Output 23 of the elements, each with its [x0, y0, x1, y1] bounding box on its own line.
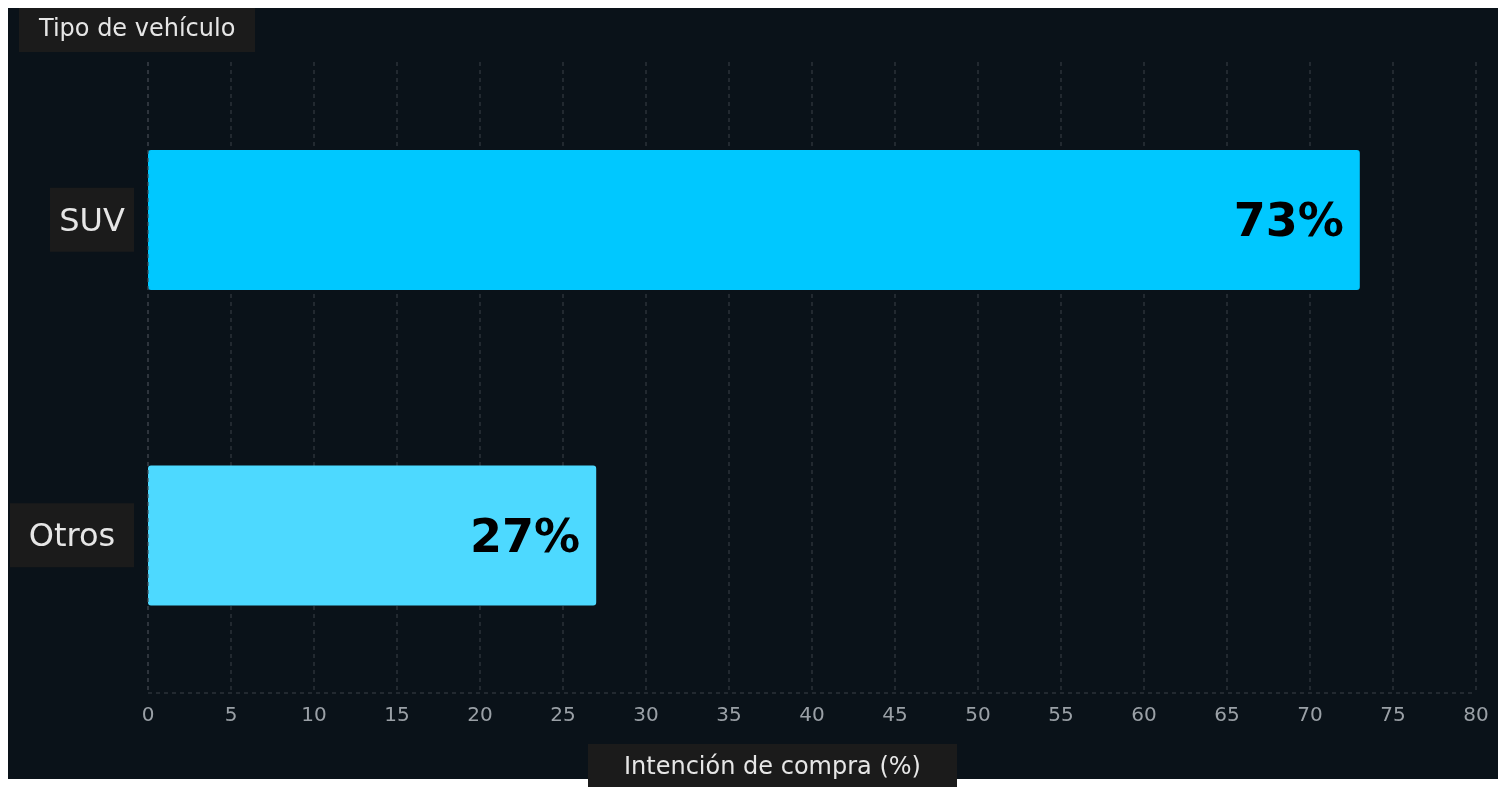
x-tick-label: 30: [633, 702, 659, 727]
x-tick-label: 0: [141, 702, 155, 727]
x-tick-label: 15: [384, 702, 410, 727]
x-tick-label: 40: [799, 702, 825, 727]
y-tick-label: SUV: [59, 200, 125, 239]
x-tick-label: 50: [965, 702, 991, 727]
y-axis-title: Tipo de vehículo: [19, 8, 256, 52]
data-label: 27%: [470, 508, 581, 563]
data-label: 73%: [1233, 193, 1344, 248]
x-tick-label: 80: [1463, 702, 1489, 727]
x-tick-label: 5: [224, 702, 238, 727]
x-tick-label: 25: [550, 702, 576, 727]
x-tick-label: 75: [1380, 702, 1406, 727]
x-tick-label: 20: [467, 702, 493, 727]
x-tick-label: 45: [882, 702, 908, 727]
x-tick-label: 65: [1214, 702, 1240, 727]
x-tick-label: 70: [1297, 702, 1323, 727]
x-tick-label: 35: [716, 702, 742, 727]
x-tick-label: 60: [1131, 702, 1157, 727]
x-tick-label: 55: [1048, 702, 1074, 727]
x-tick-label: 10: [301, 702, 327, 727]
y-tick-label: Otros: [28, 516, 116, 555]
x-axis-title: Intención de compra (%): [588, 744, 957, 787]
